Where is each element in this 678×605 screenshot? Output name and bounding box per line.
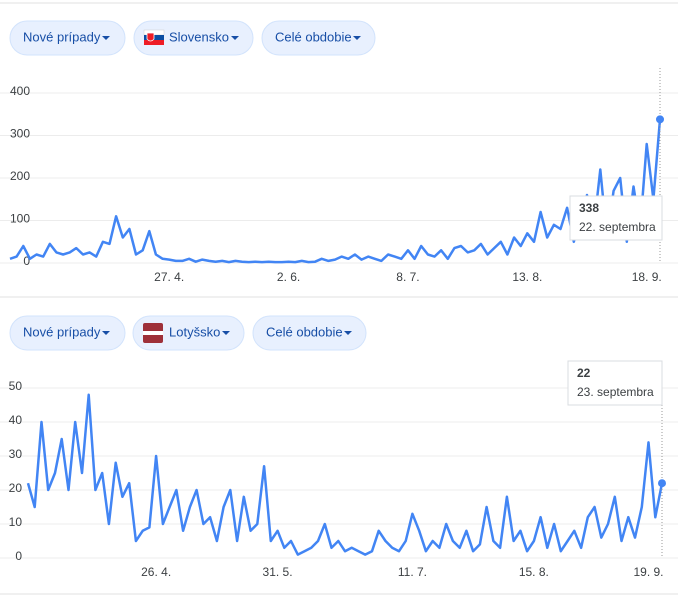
hover-dot xyxy=(658,479,666,488)
tooltip-value: 338 xyxy=(579,201,599,215)
y-tick-label: 10 xyxy=(9,515,23,529)
x-tick-label: 8. 7. xyxy=(396,270,419,284)
hover-dot xyxy=(656,115,664,124)
tooltip-date: 23. septembra xyxy=(577,385,654,399)
y-tick-label: 40 xyxy=(9,413,23,427)
x-tick-label: 19. 9. xyxy=(633,565,663,579)
y-tick-label: 30 xyxy=(9,447,23,461)
tooltip xyxy=(569,195,663,241)
metric-button[interactable]: Nové prípady xyxy=(9,20,126,56)
button-label: Celé obdobie xyxy=(266,324,343,339)
x-tick-label: 26. 4. xyxy=(141,565,171,579)
tooltip xyxy=(567,360,663,406)
data-line xyxy=(26,393,664,556)
y-tick-label: 100 xyxy=(10,212,30,226)
button-label: Lotyšsko xyxy=(169,324,220,339)
button-label: Nové prípady xyxy=(23,29,101,44)
x-tick-label: 27. 4. xyxy=(154,270,184,284)
period-button[interactable]: Celé obdobie xyxy=(261,20,376,56)
x-tick-label: 15. 8. xyxy=(519,565,549,579)
y-tick-label: 0 xyxy=(15,549,22,563)
x-tick-label: 2. 6. xyxy=(277,270,300,284)
button-label: Slovensko xyxy=(169,29,229,44)
country-button[interactable]: Slovensko xyxy=(133,20,254,56)
metric-button[interactable]: Nové prípady xyxy=(9,315,126,351)
y-tick-label: 400 xyxy=(10,84,30,98)
y-tick-label: 20 xyxy=(9,481,23,495)
x-tick-label: 13. 8. xyxy=(512,270,542,284)
country-button[interactable]: Lotyšsko xyxy=(132,315,245,351)
period-button[interactable]: Celé obdobie xyxy=(252,315,367,351)
button-label: Nové prípady xyxy=(23,324,101,339)
button-label: Celé obdobie xyxy=(275,29,352,44)
y-tick-label: 50 xyxy=(9,379,23,393)
y-tick-label: 0 xyxy=(23,254,30,268)
x-tick-label: 11. 7. xyxy=(398,565,427,579)
tooltip-date: 22. septembra xyxy=(579,220,656,234)
x-tick-label: 18. 9. xyxy=(632,270,662,284)
y-tick-label: 300 xyxy=(10,127,30,141)
data-line xyxy=(9,119,662,264)
y-tick-label: 200 xyxy=(10,169,30,183)
x-tick-label: 31. 5. xyxy=(263,565,293,579)
tooltip-value: 22 xyxy=(577,366,591,380)
